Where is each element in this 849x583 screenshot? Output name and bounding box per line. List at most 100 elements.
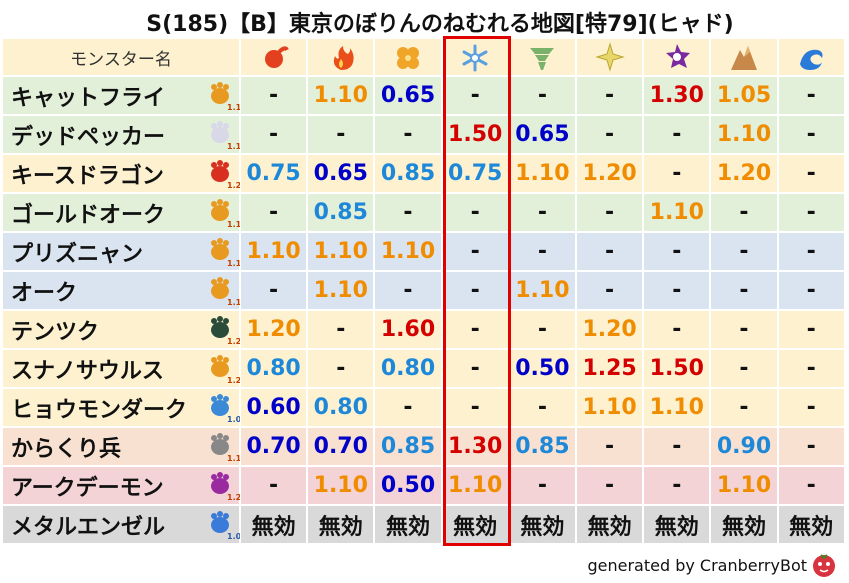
value-cell: - — [307, 310, 375, 349]
value-cell: - — [374, 388, 442, 427]
monster-icon — [211, 355, 229, 377]
value-cell: - — [777, 388, 845, 427]
value-cell: - — [777, 349, 845, 388]
value-cell: 1.20 — [710, 154, 778, 193]
value-cell: - — [576, 193, 644, 232]
element-icon — [530, 48, 555, 70]
header-icon-cell — [374, 38, 442, 76]
value-cell: 0.80 — [374, 349, 442, 388]
header-icon-cell — [508, 38, 576, 76]
badge: 1.1 — [227, 259, 242, 268]
value-cell: 1.10 — [643, 388, 711, 427]
value-cell: - — [441, 193, 509, 232]
value-cell: 無効 — [240, 505, 308, 544]
value-cell: - — [576, 466, 644, 505]
value-cell: - — [441, 232, 509, 271]
badge: 1.1 — [227, 103, 242, 112]
value-cell: - — [508, 193, 576, 232]
value-cell: - — [374, 271, 442, 310]
value-cell: - — [240, 271, 308, 310]
badge: 1.1 — [227, 220, 242, 229]
value-cell: - — [710, 310, 778, 349]
value-cell: 無効 — [710, 505, 778, 544]
header-icon-cell — [777, 38, 845, 76]
monster-name: オーク — [11, 280, 78, 306]
value-cell: 0.50 — [508, 349, 576, 388]
badge: 1.1 — [227, 454, 242, 463]
monster-icon — [211, 511, 229, 533]
value-cell: 無効 — [643, 505, 711, 544]
title: S(185)【B】東京のぼりんのねむれる地図[特79](ヒャド) — [146, 12, 734, 37]
value-cell: - — [576, 115, 644, 154]
value-cell: 0.80 — [307, 388, 375, 427]
value-cell: 0.75 — [240, 154, 308, 193]
monster-name: ヒョウモンダーク — [11, 397, 188, 423]
value-cell: - — [508, 232, 576, 271]
value-cell: - — [643, 232, 711, 271]
footer: generated by CranberryBot — [587, 556, 807, 575]
value-cell: 1.10 — [307, 466, 375, 505]
value-cell: - — [307, 115, 375, 154]
value-cell: - — [777, 232, 845, 271]
value-cell: 無効 — [576, 505, 644, 544]
value-cell: - — [710, 271, 778, 310]
value-cell: - — [508, 388, 576, 427]
value-cell: - — [441, 76, 509, 115]
value-cell: - — [710, 349, 778, 388]
value-cell: - — [643, 310, 711, 349]
value-cell: - — [643, 466, 711, 505]
value-cell: - — [307, 349, 375, 388]
monster-name: メタルエンゼル — [11, 514, 166, 540]
name-cell: ヒョウモンダーク 1.0 — [2, 388, 242, 427]
value-cell: 1.10 — [508, 154, 576, 193]
value-cell: 1.05 — [710, 76, 778, 115]
monster-icon — [211, 277, 229, 299]
header-icon-cell — [643, 38, 711, 76]
value-cell: - — [374, 193, 442, 232]
badge: 1.0 — [227, 532, 242, 541]
element-icon — [730, 46, 757, 70]
header-icon-cell — [307, 38, 375, 76]
badge: 1.0 — [227, 415, 242, 424]
monster-icon — [211, 121, 229, 143]
name-cell: からくり兵 1.1 — [2, 427, 242, 466]
name-cell: アークデーモン 1.2 — [2, 466, 242, 505]
badge: 1.2 — [227, 181, 242, 190]
value-cell: 1.20 — [240, 310, 308, 349]
monster-name: キャットフライ — [11, 85, 166, 111]
value-cell: - — [240, 76, 308, 115]
value-cell: - — [240, 466, 308, 505]
value-cell: 1.30 — [441, 427, 509, 466]
monster-icon — [211, 82, 229, 104]
value-cell: 1.10 — [576, 388, 644, 427]
value-cell: 0.85 — [508, 427, 576, 466]
value-cell: 1.10 — [441, 466, 509, 505]
value-cell: 0.50 — [374, 466, 442, 505]
element-icon — [396, 47, 419, 69]
value-cell: 0.65 — [508, 115, 576, 154]
value-cell: 1.10 — [307, 232, 375, 271]
monster-name: からくり兵 — [11, 436, 122, 462]
value-cell: - — [441, 349, 509, 388]
value-cell: 0.85 — [374, 154, 442, 193]
value-cell: - — [576, 427, 644, 466]
value-cell: - — [777, 154, 845, 193]
monster-name: デッドペッカー — [11, 124, 166, 150]
value-cell: 1.10 — [374, 232, 442, 271]
value-cell: 1.10 — [240, 232, 308, 271]
value-cell: 無効 — [508, 505, 576, 544]
badge: 1.2 — [227, 493, 242, 502]
value-cell: - — [374, 115, 442, 154]
badge: 1.1 — [227, 298, 242, 307]
element-icon — [264, 46, 289, 68]
value-cell: 0.70 — [240, 427, 308, 466]
monster-name: プリズニャン — [11, 241, 144, 267]
value-cell: - — [441, 310, 509, 349]
header-name: モンスター名 — [2, 38, 240, 76]
value-cell: 0.70 — [307, 427, 375, 466]
element-icon — [800, 49, 823, 70]
value-cell: 1.10 — [710, 466, 778, 505]
monster-icon — [211, 472, 229, 494]
value-cell: - — [777, 115, 845, 154]
